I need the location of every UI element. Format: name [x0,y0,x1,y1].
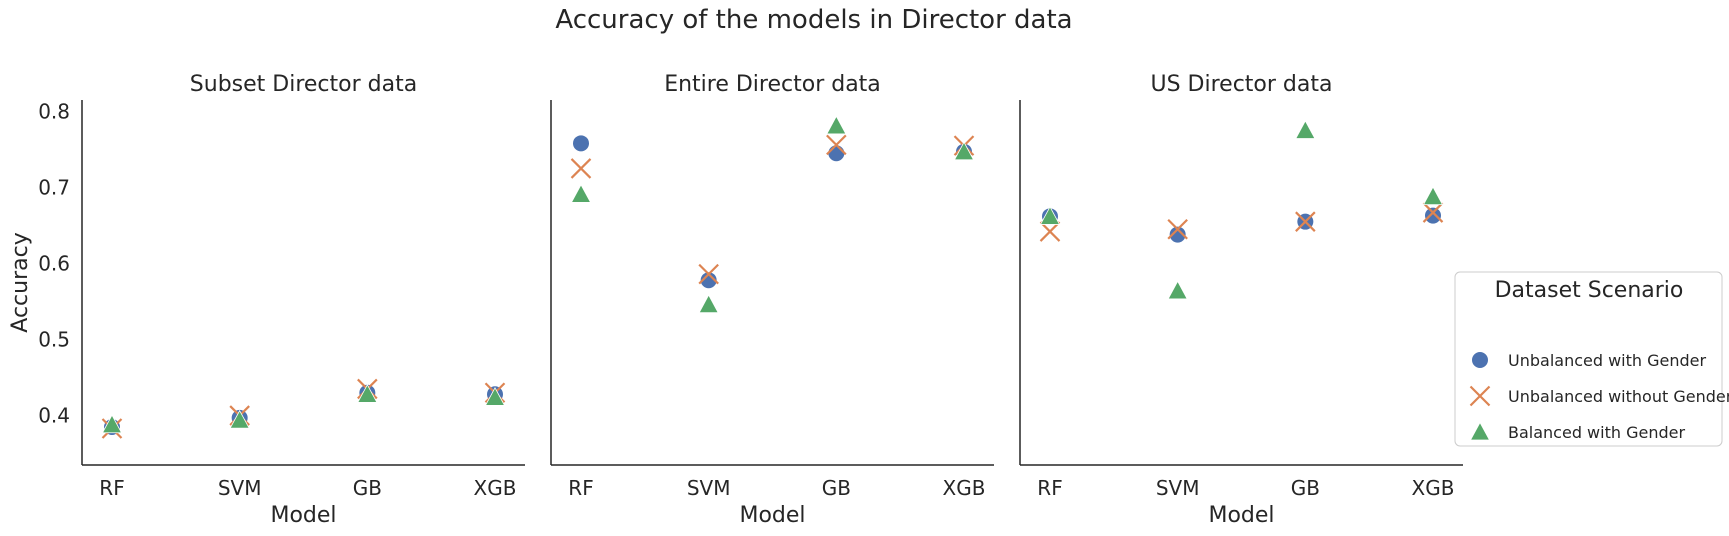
panel-title: Subset Director data [190,72,417,97]
data-point-triangle [484,386,506,406]
legend-item-label: Balanced with Gender [1508,423,1685,442]
data-point-triangle [101,414,123,434]
panel-title: Entire Director data [664,72,881,97]
data-point-x [826,134,847,156]
x-axis-label: Model [1208,503,1274,528]
x-tick-label: SVM [687,476,731,500]
series-triangle [570,115,975,314]
series-triangle [101,383,506,434]
y-tick-label: 0.8 [38,99,70,123]
data-point-triangle [953,141,975,161]
data-point-circle [1168,225,1187,244]
x-tick-label: XGB [943,476,986,500]
data-point-circle [827,144,846,163]
series-circle [572,134,973,290]
x-tick-label: RF [568,476,593,500]
legend-circle-marker [1471,351,1489,369]
panel-3: US Director data RF SVM GB XGB Model [1019,72,1463,528]
legend: Dataset Scenario Unbalanced with Gender U… [1454,271,1729,447]
panels: Subset Director data 0.4 0.5 0.6 0.7 0.8 RF SVM… [8,72,1463,528]
x-tick-label: SVM [218,476,262,500]
y-tick-label: 0.5 [38,328,70,352]
y-tick-label: 0.7 [38,175,70,199]
x-axis-label: Model [270,503,336,528]
data-point-triangle [826,115,847,135]
data-point-x [1295,211,1316,232]
x-tick-label: SVM [1156,476,1200,500]
data-point-x [1422,202,1444,223]
data-point-x [1167,218,1188,240]
series-x [101,378,506,439]
x-tick-label: XGB [474,476,517,500]
data-point-triangle [1039,206,1061,225]
legend-triangle-marker [1469,421,1491,441]
x-tick-label: XGB [1412,476,1455,500]
series-triangle [1039,120,1444,300]
data-point-triangle [698,294,719,314]
legend-x-marker [1469,385,1491,407]
series-circle [103,383,504,436]
data-point-x [1039,221,1061,242]
legend-item-label: Unbalanced with Gender [1508,351,1707,370]
data-point-triangle [1167,280,1188,300]
series-x [570,134,975,285]
y-tick-label: 0.6 [38,251,70,275]
legend-item-label: Unbalanced without Gender [1508,387,1729,406]
series-x [1039,202,1444,242]
data-point-circle [1424,206,1442,225]
x-axis-label: Model [739,503,805,528]
data-point-triangle [1422,186,1444,206]
x-tick-label: GB [1291,476,1320,500]
data-point-triangle [1295,120,1316,139]
panel-title: US Director data [1151,72,1333,97]
data-point-circle [699,271,718,290]
x-tick-label: RF [99,476,124,500]
figure-title: Accuracy of the models in Director data [555,5,1072,35]
legend-frame [1454,271,1723,447]
y-tick-label: 0.4 [38,404,70,428]
legend-title: Dataset Scenario [1495,278,1684,303]
x-tick-label: GB [353,476,382,500]
data-point-triangle [570,183,592,203]
data-point-triangle [229,409,250,429]
panel-1: Subset Director data 0.4 0.5 0.6 0.7 0.8 RF SVM… [8,72,525,528]
panel-2: Entire Director data RF SVM GB XGB Model [550,72,994,528]
data-point-triangle [357,383,378,403]
series-circle [1041,206,1442,244]
data-point-x [570,158,592,179]
data-point-circle [572,134,590,153]
x-tick-label: RF [1037,476,1062,500]
data-point-x [698,263,719,285]
x-tick-label: GB [822,476,851,500]
y-axis-label: Accuracy [8,232,33,332]
